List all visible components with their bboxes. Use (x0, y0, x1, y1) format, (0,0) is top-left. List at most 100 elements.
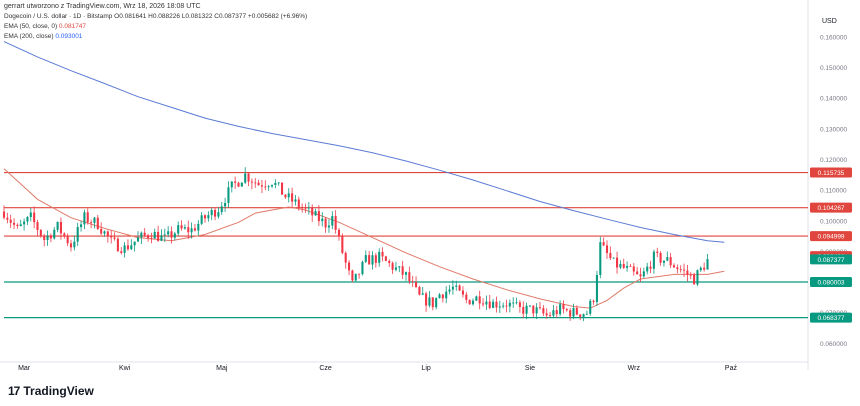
candle-body[interactable] (364, 255, 367, 262)
candle-body[interactable] (327, 225, 330, 228)
candle-body[interactable] (381, 251, 384, 257)
candle-body[interactable] (425, 293, 428, 306)
candle-body[interactable] (605, 245, 609, 253)
candle-body[interactable] (113, 237, 116, 239)
candle-body[interactable] (2, 211, 6, 218)
candle-body[interactable] (110, 236, 113, 238)
candle-body[interactable] (56, 221, 59, 230)
candle-body[interactable] (488, 301, 491, 308)
candle-body[interactable] (153, 231, 156, 239)
candle-body[interactable] (19, 224, 22, 227)
candle-body[interactable] (157, 231, 160, 241)
candle-body[interactable] (589, 300, 592, 314)
candle-body[interactable] (542, 308, 545, 314)
candle-body[interactable] (217, 212, 220, 217)
candle-body[interactable] (448, 289, 451, 292)
candle-body[interactable] (582, 314, 585, 317)
candle-body[interactable] (371, 255, 374, 265)
candle-body[interactable] (9, 219, 12, 223)
candle-body[interactable] (214, 209, 217, 217)
candle-body[interactable] (267, 186, 270, 188)
candle-body[interactable] (237, 182, 240, 187)
candle-body[interactable] (183, 227, 186, 229)
candle-body[interactable] (39, 229, 42, 236)
candle-body[interactable] (706, 259, 709, 270)
candle-body[interactable] (693, 274, 696, 285)
candle-body[interactable] (23, 221, 26, 225)
candle-body[interactable] (66, 235, 69, 244)
candle-body[interactable] (374, 255, 377, 263)
candle-body[interactable] (284, 194, 287, 198)
candle-body[interactable] (220, 206, 223, 213)
candle-body[interactable] (482, 303, 485, 305)
candle-body[interactable] (80, 224, 83, 228)
candle-body[interactable] (291, 193, 294, 202)
candle-body[interactable] (549, 315, 552, 317)
candle-body[interactable] (368, 255, 371, 265)
candle-body[interactable] (666, 257, 669, 261)
candle-body[interactable] (445, 291, 448, 299)
candle-body[interactable] (337, 229, 341, 237)
candle-body[interactable] (384, 256, 387, 261)
candle-body[interactable] (388, 260, 391, 264)
ema200-line[interactable] (3, 41, 725, 243)
candle-body[interactable] (361, 261, 364, 275)
candle-body[interactable] (147, 235, 150, 238)
level-badge-bg[interactable] (810, 167, 852, 178)
candle-body[interactable] (528, 305, 531, 307)
candle-body[interactable] (502, 305, 505, 307)
candle-body[interactable] (609, 252, 612, 259)
candle-body[interactable] (224, 202, 227, 207)
candle-body[interactable] (227, 187, 230, 203)
candle-body[interactable] (438, 294, 441, 299)
candle-body[interactable] (602, 242, 605, 246)
level-badge-bg[interactable] (810, 231, 852, 242)
candle-body[interactable] (244, 173, 247, 183)
candle-body[interactable] (579, 314, 582, 317)
candle-body[interactable] (173, 233, 176, 238)
candle-body[interactable] (160, 235, 163, 241)
candle-body[interactable] (133, 241, 136, 246)
candle-body[interactable] (207, 215, 210, 219)
candle-body[interactable] (59, 221, 62, 234)
candle-body[interactable] (321, 218, 324, 222)
candle-body[interactable] (555, 310, 558, 315)
candle-body[interactable] (535, 307, 538, 314)
candle-body[interactable] (662, 260, 665, 263)
candle-body[interactable] (696, 270, 699, 285)
candle-body[interactable] (672, 265, 676, 268)
candle-body[interactable] (441, 294, 444, 299)
candle-body[interactable] (13, 222, 16, 225)
candle-body[interactable] (421, 293, 424, 295)
candle-body[interactable] (652, 251, 655, 269)
candle-body[interactable] (334, 216, 337, 230)
candle-body[interactable] (595, 274, 598, 302)
candle-body[interactable] (29, 212, 32, 217)
candle-body[interactable] (458, 285, 461, 291)
candle-body[interactable] (197, 223, 200, 231)
candle-body[interactable] (461, 290, 464, 295)
candle-body[interactable] (264, 186, 267, 188)
candle-body[interactable] (100, 228, 103, 234)
candle-body[interactable] (281, 182, 284, 195)
candle-body[interactable] (274, 182, 277, 185)
candle-body[interactable] (270, 184, 274, 187)
candle-body[interactable] (639, 274, 642, 277)
candle-body[interactable] (180, 225, 183, 229)
candle-body[interactable] (545, 313, 548, 316)
candle-body[interactable] (96, 217, 99, 229)
candle-body[interactable] (136, 237, 140, 242)
candle-body[interactable] (686, 270, 689, 275)
candle-body[interactable] (143, 232, 146, 236)
candle-body[interactable] (170, 231, 173, 238)
candle-body[interactable] (26, 216, 29, 222)
candle-body[interactable] (562, 304, 565, 310)
candle-body[interactable] (46, 235, 49, 241)
candle-body[interactable] (354, 273, 357, 281)
candle-body[interactable] (190, 228, 193, 233)
candle-body[interactable] (642, 271, 645, 277)
candle-body[interactable] (492, 301, 495, 308)
candle-body[interactable] (471, 300, 475, 305)
ema50-legend[interactable]: EMA (50, close, 0) 0.081747 (4, 22, 307, 32)
candle-body[interactable] (669, 257, 672, 266)
